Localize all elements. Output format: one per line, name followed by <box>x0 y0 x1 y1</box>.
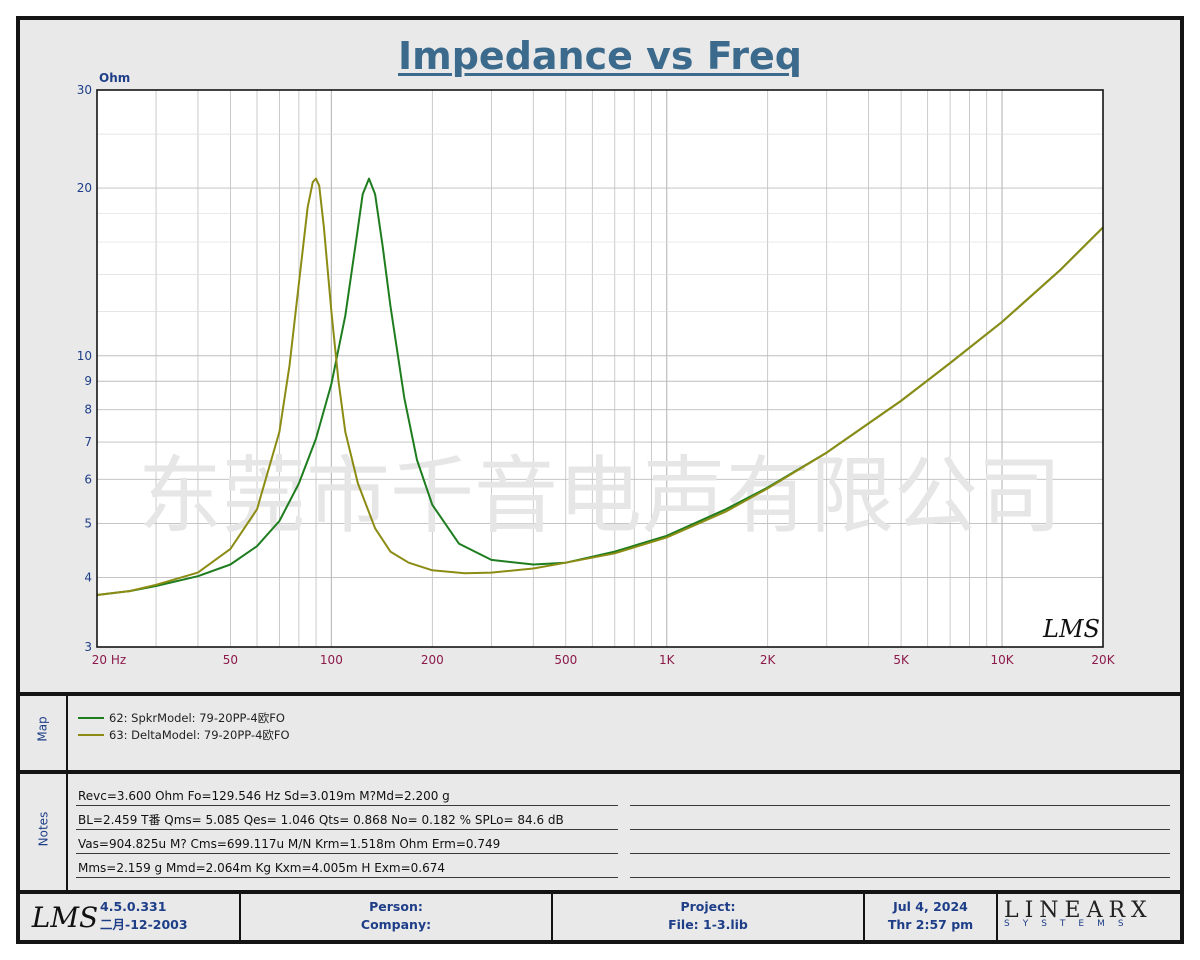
y-axis-label: Ohm <box>99 71 130 85</box>
x-tick-label: 20K <box>1091 653 1115 667</box>
separator <box>551 894 553 940</box>
x-tick-label: 1K <box>659 653 676 667</box>
plot-area <box>97 90 1103 647</box>
y-tick-label: 8 <box>84 403 92 417</box>
tick-labels: 20 Hz 50 100 200 500 1K 2K 5K 10K 20K 30 20 10 9 8 7 6 5 4… <box>77 83 1116 667</box>
notes-line: Mms=2.159 g Mmd=2.064m Kg Kxm=4.005m H E… <box>76 858 618 878</box>
watermark: 东莞市千音电声有限公司 <box>138 447 1062 545</box>
grid <box>97 90 1103 647</box>
separator <box>863 894 865 940</box>
linearx-logo: LINEARX SYSTEMS <box>1004 898 1176 940</box>
series <box>96 177 1104 596</box>
time-text: Thr 2:57 pm <box>887 917 974 932</box>
brand-sub-text: SYSTEMS <box>1004 919 1137 929</box>
x-tick-label: 50 <box>223 653 238 667</box>
x-tick-label: 2K <box>760 653 777 667</box>
version-info: 4.5.0.331 二月-12-2003 <box>100 898 230 940</box>
person-label: Person: <box>369 899 423 914</box>
separator <box>996 894 998 940</box>
file-label: File: 1-3.lib <box>668 917 748 932</box>
legend-swatch <box>78 717 104 719</box>
separator <box>16 770 1184 774</box>
brand-text: LINEARX <box>1004 898 1153 923</box>
date-time: Jul 4, 2024 Thr 2:57 pm <box>865 898 996 940</box>
project-label: Project: <box>680 899 736 914</box>
person-company: Person: Company: <box>241 898 551 940</box>
notes-line: BL=2.459 T番 Qms= 5.085 Qes= 1.046 Qts= 0… <box>76 810 618 830</box>
y-tick-label: 7 <box>84 435 92 449</box>
x-tick-label: 20 Hz <box>92 653 126 667</box>
chart-title: Impedance vs Freq <box>398 34 802 78</box>
y-tick-label: 3 <box>84 640 92 654</box>
notes-line: Revc=3.600 Ohm Fo=129.546 Hz Sd=3.019m M… <box>76 786 618 806</box>
version-text: 4.5.0.331 <box>100 899 167 914</box>
legend-swatch <box>78 734 104 736</box>
y-tick-label: 20 <box>77 181 92 195</box>
series-line <box>96 177 1104 596</box>
notes-line: Vas=904.825u M? Cms=699.117u M/N Krm=1.5… <box>76 834 618 854</box>
x-tick-label: 200 <box>421 653 444 667</box>
notes-line-blank <box>630 810 1170 830</box>
y-tick-label: 5 <box>84 516 92 530</box>
notes-label: Notes <box>35 811 50 847</box>
separator <box>239 894 241 940</box>
project-file: Project: File: 1-3.lib <box>553 898 863 940</box>
y-tick-label: 10 <box>77 349 92 363</box>
legend-label: 63: DeltaModel: 79-20PP-4欧FO <box>109 728 290 742</box>
notes-line-blank <box>630 858 1170 878</box>
x-tick-label: 5K <box>893 653 910 667</box>
notes-line-blank <box>630 786 1170 806</box>
impedance-chart: 东莞市千音电声有限公司 20 Hz 50 100 200 500 1K 2K 5K 10K 20K… <box>77 71 1116 667</box>
y-tick-label: 4 <box>84 570 92 584</box>
x-tick-label: 500 <box>554 653 577 667</box>
separator <box>16 692 1184 696</box>
map-label: Map <box>35 716 50 742</box>
legend-item[interactable]: 62: SpkrModel: 79-20PP-4欧FO <box>78 710 285 726</box>
y-tick-label: 30 <box>77 83 92 97</box>
legend-label: 62: SpkrModel: 79-20PP-4欧FO <box>109 711 285 725</box>
separator <box>16 890 1184 894</box>
x-tick-label: 100 <box>320 653 343 667</box>
notes-line-blank <box>630 834 1170 854</box>
legend-item[interactable]: 63: DeltaModel: 79-20PP-4欧FO <box>78 727 290 743</box>
build-date-text: 二月-12-2003 <box>100 917 188 932</box>
y-tick-label: 6 <box>84 472 92 486</box>
y-tick-label: 9 <box>84 374 92 388</box>
lms-logo: LMS <box>31 901 99 934</box>
lms-watermark-logo: LMS <box>1042 615 1100 643</box>
company-label: Company: <box>360 917 432 932</box>
x-tick-label: 10K <box>990 653 1014 667</box>
separator <box>66 696 68 890</box>
date-text: Jul 4, 2024 <box>893 899 968 914</box>
plot-border <box>96 89 1104 648</box>
